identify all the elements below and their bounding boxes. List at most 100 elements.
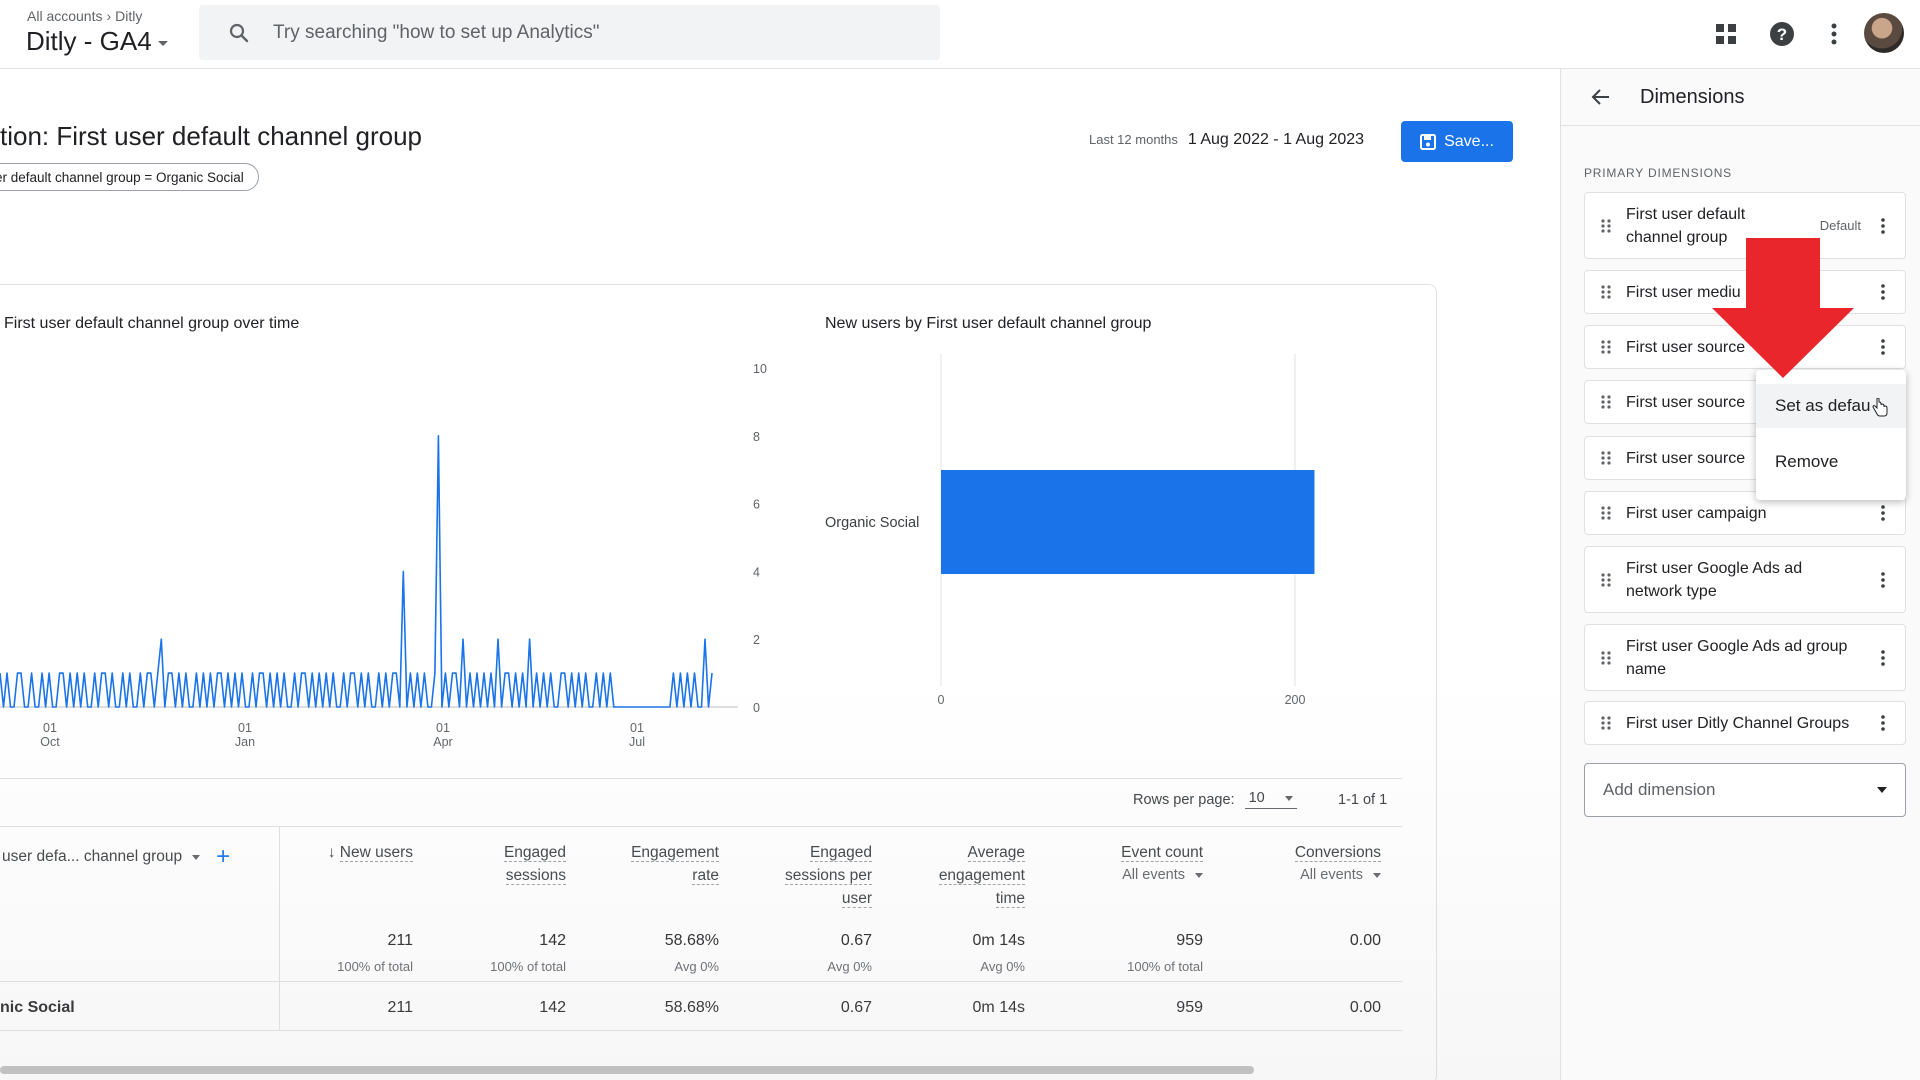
dimension-item[interactable]: First user Ditly Channel Groups bbox=[1584, 701, 1906, 745]
metric-header-label: Engagement bbox=[631, 844, 719, 862]
primary-dimensions-label: PRIMARY DIMENSIONS bbox=[1584, 166, 1732, 180]
metric-column-header[interactable]: Average engagement time bbox=[938, 841, 1025, 910]
dimension-item-label: First user source bbox=[1626, 447, 1873, 470]
metric-column-header[interactable]: Conversions All events bbox=[1294, 841, 1381, 887]
svg-text:?: ? bbox=[1777, 25, 1787, 44]
breadcrumb-account[interactable]: Ditly bbox=[115, 8, 143, 24]
dimension-item-label-line: First user Google Ads ad group bbox=[1626, 637, 1848, 655]
rows-per-page-label: Rows per page: bbox=[1133, 791, 1235, 808]
more-vert-icon[interactable] bbox=[1873, 570, 1893, 590]
drag-handle-icon[interactable] bbox=[1600, 339, 1612, 355]
date-range-picker[interactable]: Last 12 months 1 Aug 2022 - 1 Aug 2023 bbox=[1089, 131, 1364, 149]
y-tick-label: 2 bbox=[753, 633, 760, 647]
metric-total-value: 0.00 bbox=[1349, 932, 1381, 949]
more-vert-icon[interactable] bbox=[1873, 648, 1893, 668]
chevron-down-icon[interactable] bbox=[1195, 873, 1203, 878]
add-secondary-dimension-icon[interactable]: + bbox=[216, 843, 231, 870]
metric-total-subtext: 100% of total bbox=[1127, 959, 1203, 974]
metric-total-subtext: 100% of total bbox=[337, 959, 413, 974]
drag-handle-icon[interactable] bbox=[1600, 572, 1612, 588]
more-vert-icon[interactable] bbox=[1818, 18, 1850, 50]
more-vert-icon[interactable] bbox=[1873, 713, 1893, 733]
x-tick-label: Jan bbox=[235, 735, 255, 749]
chevron-down-icon[interactable] bbox=[192, 854, 201, 860]
table-header-divider bbox=[0, 826, 1402, 827]
dimension-item-label: First user Ditly Channel Groups bbox=[1626, 712, 1873, 735]
filter-chip[interactable]: er default channel group = Organic Socia… bbox=[0, 163, 259, 191]
dimension-item[interactable]: First user default channel group Default bbox=[1584, 192, 1906, 259]
avatar[interactable] bbox=[1864, 13, 1904, 53]
x-tick-label: Jul bbox=[629, 735, 645, 749]
page-title: tion: First user default channel group bbox=[0, 121, 423, 151]
menu-item-remove[interactable]: Remove bbox=[1775, 452, 1839, 471]
dimension-item-label: First user Google Ads ad group name bbox=[1626, 635, 1873, 681]
more-vert-icon[interactable] bbox=[1873, 337, 1893, 357]
drag-handle-icon[interactable] bbox=[1600, 284, 1612, 300]
menu-item-set-as-default[interactable]: Set as defau bbox=[1775, 396, 1871, 415]
y-tick-label: 6 bbox=[753, 498, 760, 512]
metric-total-value: 0.67 bbox=[840, 932, 872, 949]
search-bar[interactable] bbox=[199, 5, 940, 60]
dimension-item[interactable]: First user Google Ads ad group name bbox=[1584, 624, 1906, 691]
metric-column-header[interactable]: Engaged sessions per user bbox=[784, 841, 872, 910]
dimension-item[interactable]: First user campaign bbox=[1584, 491, 1906, 535]
metric-header-label: rate bbox=[692, 867, 719, 885]
metric-column-header[interactable]: ↓ New users bbox=[328, 841, 413, 864]
add-dimension-label: Add dimension bbox=[1603, 780, 1716, 799]
sort-arrow-down-icon: ↓ bbox=[327, 844, 340, 861]
drag-handle-icon[interactable] bbox=[1600, 218, 1612, 234]
line-chart-title: First user default channel group over ti… bbox=[4, 315, 300, 332]
add-dimension-select[interactable]: Add dimension bbox=[1584, 763, 1906, 817]
metric-column-header[interactable]: Event count All events bbox=[1121, 841, 1203, 887]
metric-column-header[interactable]: Engaged sessions bbox=[503, 841, 566, 887]
metric-header-label: sessions per bbox=[784, 867, 872, 885]
dimension-column-header[interactable]: user defa... channel group + bbox=[2, 843, 230, 871]
chevron-down-icon bbox=[157, 41, 168, 46]
dimension-column-label[interactable]: user defa... channel group bbox=[2, 848, 183, 865]
dimension-item-label-line: First user campaign bbox=[1626, 504, 1767, 522]
metric-total-value: 0m 14s bbox=[972, 932, 1025, 949]
dimensions-panel-header bbox=[1560, 69, 1920, 126]
bar-chart: 0 200 Organic Social bbox=[825, 354, 1315, 707]
drag-handle-icon[interactable] bbox=[1600, 450, 1612, 466]
metric-column-header[interactable]: Engagement rate bbox=[631, 841, 719, 887]
dimension-item[interactable]: First user Google Ads ad network type bbox=[1584, 546, 1906, 613]
chevron-down-icon[interactable] bbox=[1373, 873, 1381, 878]
apps-icon[interactable] bbox=[1710, 18, 1742, 50]
save-icon bbox=[1420, 133, 1437, 150]
breadcrumb-all-accounts[interactable]: All accounts bbox=[27, 8, 103, 24]
property-selector[interactable]: Ditly - GA4 bbox=[26, 26, 168, 57]
table-top-divider bbox=[0, 778, 1402, 779]
horizontal-scrollbar[interactable] bbox=[0, 1066, 1254, 1074]
drag-handle-icon[interactable] bbox=[1600, 650, 1612, 666]
more-vert-icon[interactable] bbox=[1873, 216, 1893, 236]
arrow-back-icon[interactable] bbox=[1589, 85, 1613, 109]
table-cell-value: 211 bbox=[387, 999, 413, 1016]
x-tick-label: 01 bbox=[238, 721, 252, 735]
date-range-value[interactable]: 1 Aug 2022 - 1 Aug 2023 bbox=[1187, 131, 1365, 148]
x-tick-label: 01 bbox=[43, 721, 57, 735]
metric-total-subtext: Avg 0% bbox=[980, 959, 1025, 974]
metric-scope-select[interactable]: All events bbox=[1300, 867, 1363, 883]
x-tick-label: 01 bbox=[436, 721, 450, 735]
rows-per-page-select[interactable]: 10 bbox=[1244, 790, 1297, 809]
help-icon[interactable]: ? bbox=[1766, 18, 1798, 50]
save-button[interactable]: Save... bbox=[1401, 121, 1513, 162]
metric-header-label: sessions bbox=[505, 867, 566, 885]
table-row-label[interactable]: nic Social bbox=[0, 999, 75, 1016]
bar-organic-social bbox=[941, 470, 1315, 574]
dimension-item-label-line: First user source bbox=[1626, 393, 1746, 411]
more-vert-icon[interactable] bbox=[1873, 503, 1893, 523]
dimension-item-label: First user source bbox=[1626, 336, 1873, 359]
search-input[interactable] bbox=[273, 21, 913, 44]
drag-handle-icon[interactable] bbox=[1600, 715, 1612, 731]
dimension-item-label: First user mediu bbox=[1626, 281, 1873, 304]
metric-scope-select[interactable]: All events bbox=[1122, 867, 1185, 883]
drag-handle-icon[interactable] bbox=[1600, 394, 1612, 410]
metric-header-label: user bbox=[841, 890, 872, 908]
property-name[interactable]: Ditly - GA4 bbox=[26, 26, 152, 56]
more-vert-icon[interactable] bbox=[1873, 282, 1893, 302]
breadcrumb[interactable]: All accounts › Ditly bbox=[27, 8, 142, 24]
drag-handle-icon[interactable] bbox=[1600, 505, 1612, 521]
